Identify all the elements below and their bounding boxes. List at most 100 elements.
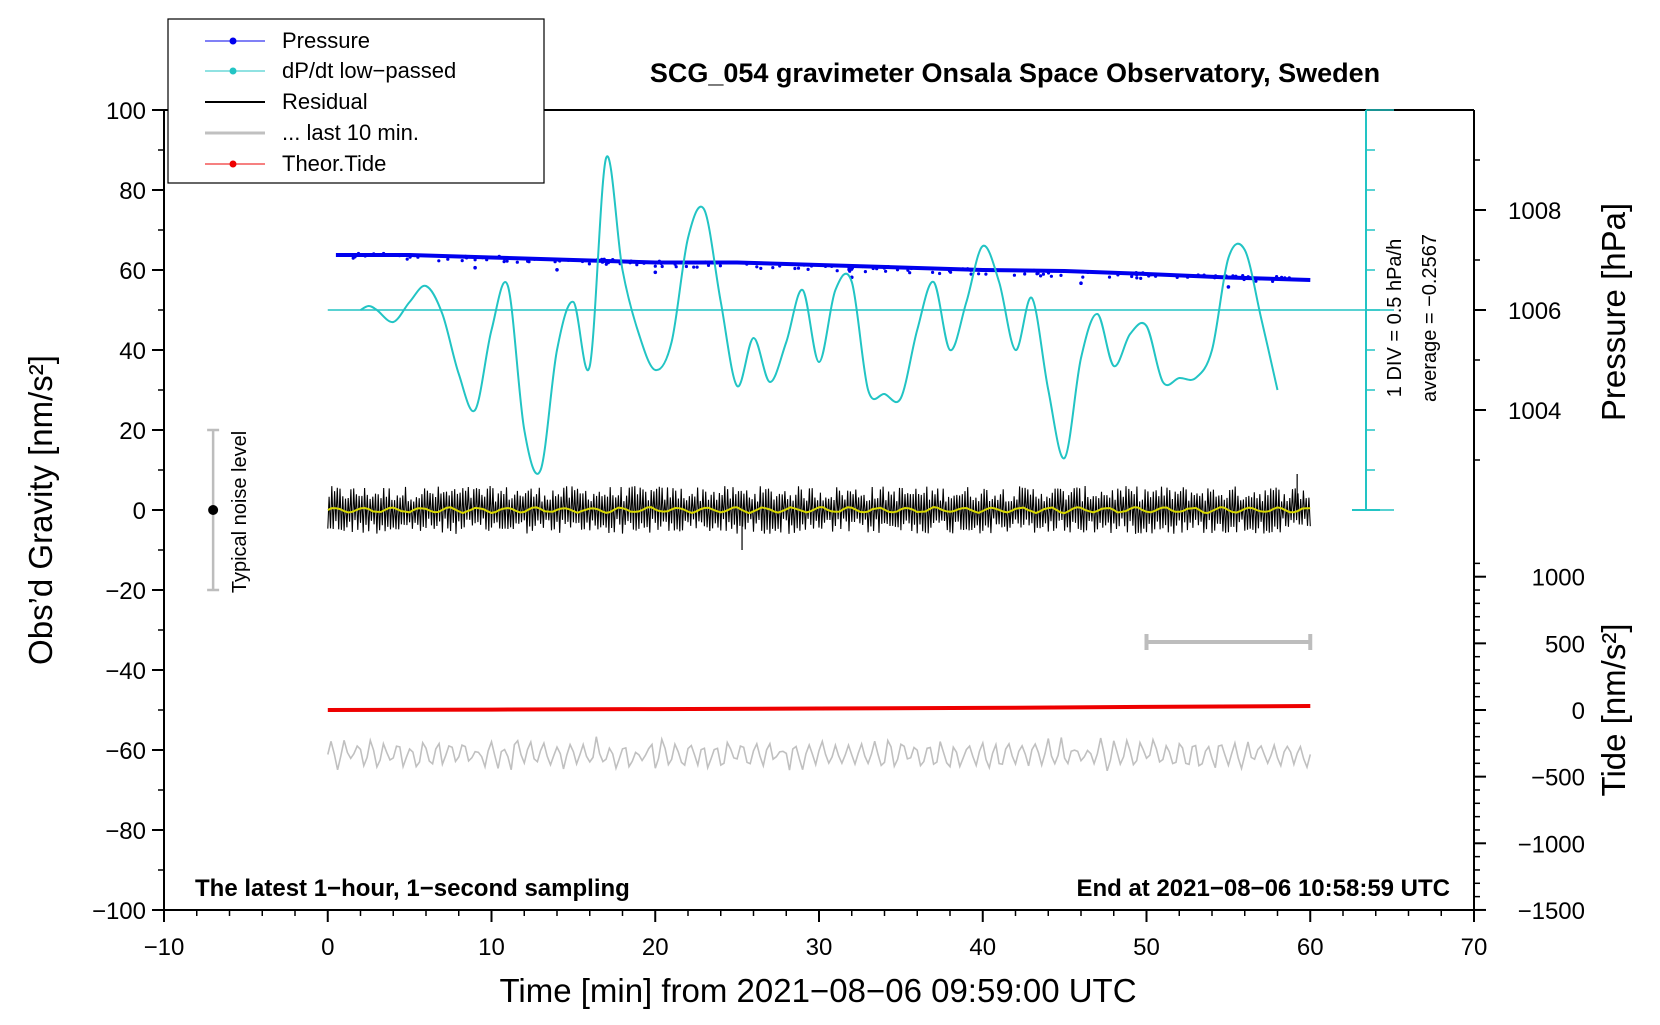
pressure-point [1059, 269, 1063, 273]
pressure-point [949, 270, 953, 274]
y-tick-label: 60 [119, 258, 146, 285]
pressure-point [1012, 273, 1017, 277]
pressure-point [600, 257, 604, 261]
y-axis-title: Obs’d Gravity [nm/s²] [22, 355, 59, 665]
pressure-point [1231, 274, 1235, 278]
pressure-point [437, 259, 441, 263]
y-tick-label: 100 [106, 98, 146, 125]
pressure-point [1081, 275, 1085, 279]
svg-text:dP/dt low−passed: dP/dt low−passed [282, 58, 456, 83]
tide-tick-label: 500 [1545, 631, 1585, 658]
pressure-point [1214, 274, 1218, 278]
pressure-point [635, 263, 639, 267]
y-tick-label: 20 [119, 418, 146, 445]
pressure-point [806, 267, 810, 271]
pressure-point [558, 259, 562, 263]
x-tick-label: 40 [969, 934, 996, 961]
pressure-point [372, 252, 376, 256]
pressure-point [1130, 274, 1134, 279]
pressure-point [1275, 275, 1279, 279]
noise-level-marker [207, 428, 220, 592]
pressure-point [954, 267, 958, 271]
pressure-point [882, 266, 886, 270]
residual-line [327, 485, 1311, 534]
tide-tick-label: −1500 [1518, 898, 1585, 925]
pressure-point [802, 263, 806, 267]
y-tick-label: 40 [119, 338, 146, 365]
pressure-point [653, 264, 657, 268]
pressure-outlier [653, 270, 658, 275]
pressure-point [408, 255, 412, 259]
legend-item-pressure: Pressure [205, 28, 370, 53]
pressure-point [351, 254, 355, 258]
pressure-point [356, 251, 361, 256]
pressure-line [335, 253, 1311, 282]
pressure-point [553, 260, 557, 264]
pressure-point [460, 259, 464, 263]
dpdt-series [360, 155, 1279, 475]
pressure-point [909, 266, 914, 271]
average-label: average = −0.2567 [1419, 234, 1441, 402]
pressure-outlier [1226, 285, 1231, 289]
pressure-point [413, 253, 417, 258]
x-tick-label: 20 [642, 934, 669, 961]
dpdt-line [360, 155, 1279, 475]
pressure-point [875, 267, 879, 271]
pressure-point [1186, 275, 1190, 279]
pressure-point [886, 265, 890, 269]
pressure-point [796, 266, 801, 270]
pressure-point [823, 264, 828, 268]
tide-line [327, 704, 1311, 712]
pressure-point [1141, 271, 1145, 275]
pressure-point [1041, 272, 1045, 276]
tide-tick-label: −500 [1531, 765, 1585, 792]
pressure-point [1271, 279, 1275, 283]
pressure-point [766, 261, 770, 265]
pressure-point [446, 255, 451, 259]
pressure-point [657, 259, 662, 263]
pressure-point [503, 257, 507, 261]
pressure-point [1023, 272, 1027, 276]
pressure-point [706, 263, 711, 267]
pressure-point [1246, 275, 1250, 279]
pressure-axis-ticks: 1008 1006 1004 [1474, 159, 1561, 461]
x-tick-label: 30 [806, 934, 833, 961]
pressure-point [1086, 270, 1090, 274]
pressure-point [1046, 271, 1051, 275]
pressure-point [1202, 273, 1206, 277]
pressure-point [1234, 274, 1238, 278]
noise-level-label: Typical noise level [229, 431, 251, 593]
pressure-point [382, 251, 386, 256]
pressure-point [850, 266, 855, 270]
pressure-point [984, 272, 988, 276]
pressure-point [793, 266, 797, 271]
pressure-point [863, 270, 868, 274]
pressure-point [446, 257, 450, 261]
x-tick-label: 0 [321, 934, 334, 961]
pressure-point [961, 267, 965, 271]
pressure-point [505, 259, 509, 263]
tide-tick-label: 1000 [1532, 565, 1585, 592]
y-tick-label: −80 [105, 818, 146, 845]
tide-axis-ticks: 1000 500 0 −500 −1000 −1500 [1474, 562, 1585, 925]
pressure-point [600, 260, 605, 264]
pressure-point [1039, 274, 1043, 278]
pressure-point [1107, 275, 1112, 279]
pressure-point [969, 268, 973, 272]
pressure-point [1287, 276, 1291, 280]
y-tick-label: 0 [133, 498, 146, 525]
pressure-point [718, 264, 723, 268]
pressure-point [1035, 272, 1039, 276]
pressure-point [606, 261, 610, 265]
pressure-point [684, 264, 689, 269]
pressure-point [405, 257, 409, 261]
svg-text:Theor.Tide: Theor.Tide [282, 151, 386, 176]
svg-text:... last 10 min.: ... last 10 min. [282, 120, 419, 145]
x-axis-title: Time [min] from 2021−08−06 09:59:00 UTC [499, 972, 1136, 1009]
dpdt-scale [327, 109, 1394, 511]
svg-text:Pressure: Pressure [282, 28, 370, 53]
pressure-point [1283, 276, 1287, 280]
pressure-point [1049, 274, 1053, 278]
pressure-point [771, 266, 775, 270]
